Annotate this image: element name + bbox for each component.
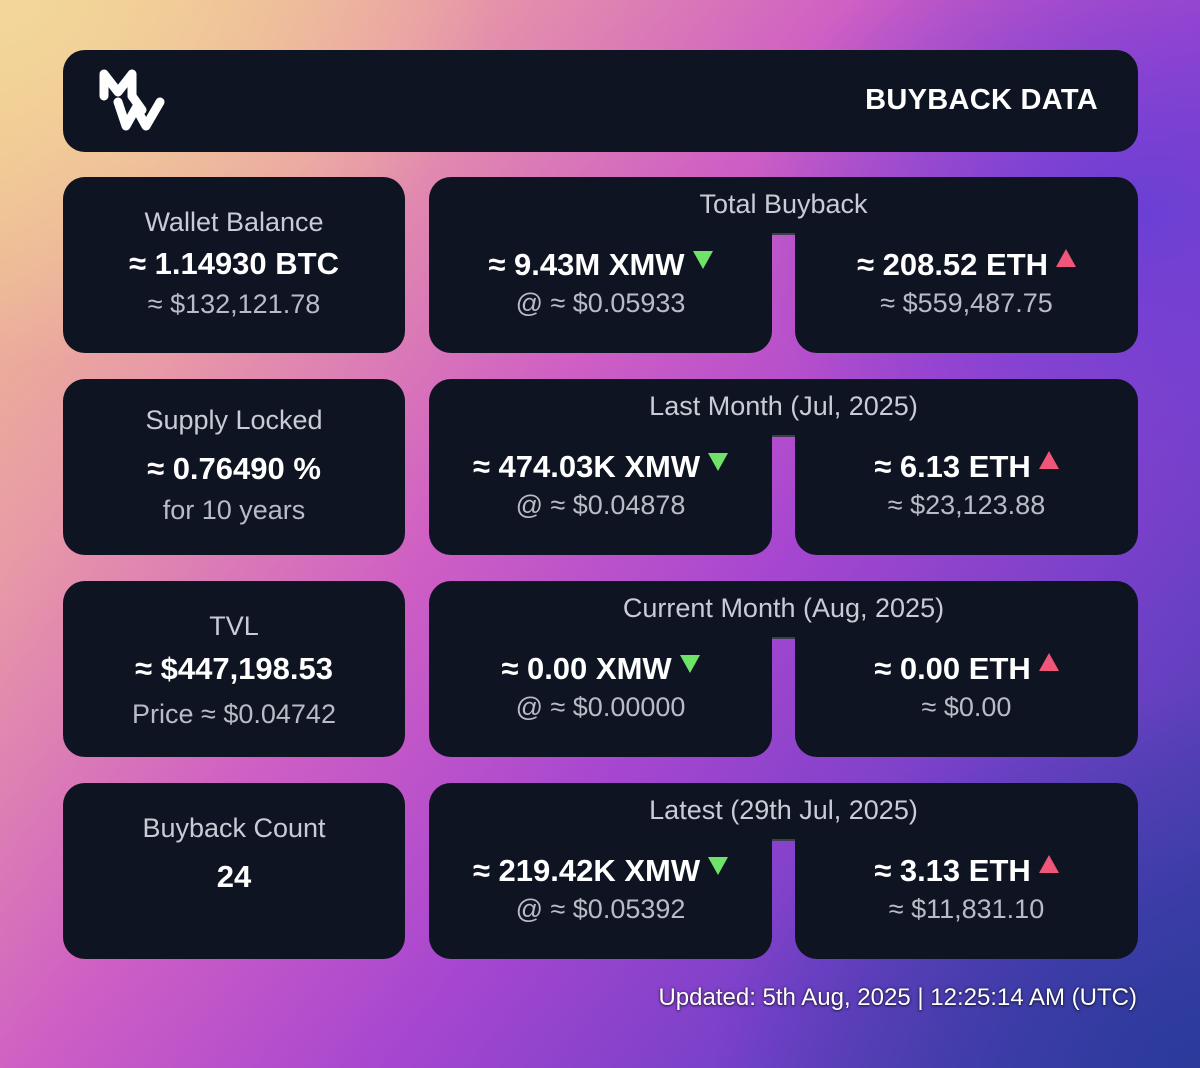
xmw-price: @ ≈ $0.00000 <box>515 692 686 722</box>
tvl-label: TVL <box>209 611 259 641</box>
eth-cell: ≈ 0.00 ETH ≈ $0.00 <box>795 637 1138 757</box>
wallet-balance-value: ≈ 1.14930 BTC <box>128 246 339 281</box>
eth-cell: ≈ 6.13 ETH ≈ $23,123.88 <box>795 435 1138 555</box>
group-title: Total Buyback <box>429 177 1138 235</box>
mw-logo-icon <box>99 69 165 131</box>
xmw-cell: ≈ 0.00 XMW @ ≈ $0.00000 <box>429 637 772 757</box>
eth-usd: ≈ $559,487.75 <box>880 288 1053 318</box>
wallet-balance-label: Wallet Balance <box>144 207 324 237</box>
buyback-count-value: 24 <box>216 859 252 894</box>
arrow-down-icon <box>708 857 729 875</box>
eth-usd: ≈ $23,123.88 <box>887 490 1046 520</box>
xmw-price: @ ≈ $0.05392 <box>515 894 686 924</box>
tvl-price: Price ≈ $0.04742 <box>132 699 336 729</box>
eth-amount: ≈ 208.52 ETH <box>856 247 1049 282</box>
xmw-amount: ≈ 474.03K XMW <box>472 449 701 484</box>
arrow-up-icon <box>1056 249 1077 267</box>
wallet-balance-usd: ≈ $132,121.78 <box>147 289 321 319</box>
buyback-count-card: Buyback Count 24 <box>63 783 405 959</box>
last-month-group: Last Month (Jul, 2025) ≈ 474.03K XMW @ ≈… <box>429 379 1138 555</box>
supply-locked-value: ≈ 0.76490 % <box>147 451 321 486</box>
updated-timestamp: Updated: 5th Aug, 2025 | 12:25:14 AM (UT… <box>658 984 1137 1011</box>
header-bar: BUYBACK DATA <box>63 50 1138 152</box>
xmw-cell: ≈ 219.42K XMW @ ≈ $0.05392 <box>429 839 772 959</box>
xmw-cell: ≈ 474.03K XMW @ ≈ $0.04878 <box>429 435 772 555</box>
xmw-amount: ≈ 219.42K XMW <box>472 853 701 888</box>
total-buyback-group: Total Buyback ≈ 9.43M XMW @ ≈ $0.05933 ≈… <box>429 177 1138 353</box>
arrow-up-icon <box>1038 451 1059 469</box>
arrow-down-icon <box>679 655 700 673</box>
wallet-balance-card: Wallet Balance ≈ 1.14930 BTC ≈ $132,121.… <box>63 177 405 353</box>
tvl-card: TVL ≈ $447,198.53 Price ≈ $0.04742 <box>63 581 405 757</box>
eth-usd: ≈ $0.00 <box>921 692 1012 722</box>
group-title: Last Month (Jul, 2025) <box>429 379 1138 437</box>
eth-amount: ≈ 6.13 ETH <box>874 449 1031 484</box>
arrow-up-icon <box>1038 855 1059 873</box>
group-title: Current Month (Aug, 2025) <box>429 581 1138 639</box>
arrow-down-icon <box>692 251 713 269</box>
xmw-amount: ≈ 9.43M XMW <box>488 247 685 282</box>
supply-locked-card: Supply Locked ≈ 0.76490 % for 10 years <box>63 379 405 555</box>
eth-amount: ≈ 3.13 ETH <box>874 853 1031 888</box>
buyback-count-label: Buyback Count <box>142 813 326 843</box>
eth-amount: ≈ 0.00 ETH <box>874 651 1031 686</box>
supply-locked-duration: for 10 years <box>162 495 306 525</box>
xmw-price: @ ≈ $0.04878 <box>515 490 686 520</box>
tvl-value: ≈ $447,198.53 <box>134 651 334 686</box>
xmw-amount: ≈ 0.00 XMW <box>501 651 672 686</box>
current-month-group: Current Month (Aug, 2025) ≈ 0.00 XMW @ ≈… <box>429 581 1138 757</box>
arrow-down-icon <box>708 453 729 471</box>
page-title: BUYBACK DATA <box>865 84 1098 116</box>
group-title: Latest (29th Jul, 2025) <box>429 783 1138 841</box>
eth-cell: ≈ 208.52 ETH ≈ $559,487.75 <box>795 233 1138 353</box>
eth-cell: ≈ 3.13 ETH ≈ $11,831.10 <box>795 839 1138 959</box>
latest-group: Latest (29th Jul, 2025) ≈ 219.42K XMW @ … <box>429 783 1138 959</box>
arrow-up-icon <box>1038 653 1059 671</box>
xmw-price: @ ≈ $0.05933 <box>515 288 686 318</box>
supply-locked-label: Supply Locked <box>145 405 323 435</box>
xmw-cell: ≈ 9.43M XMW @ ≈ $0.05933 <box>429 233 772 353</box>
eth-usd: ≈ $11,831.10 <box>888 894 1045 924</box>
